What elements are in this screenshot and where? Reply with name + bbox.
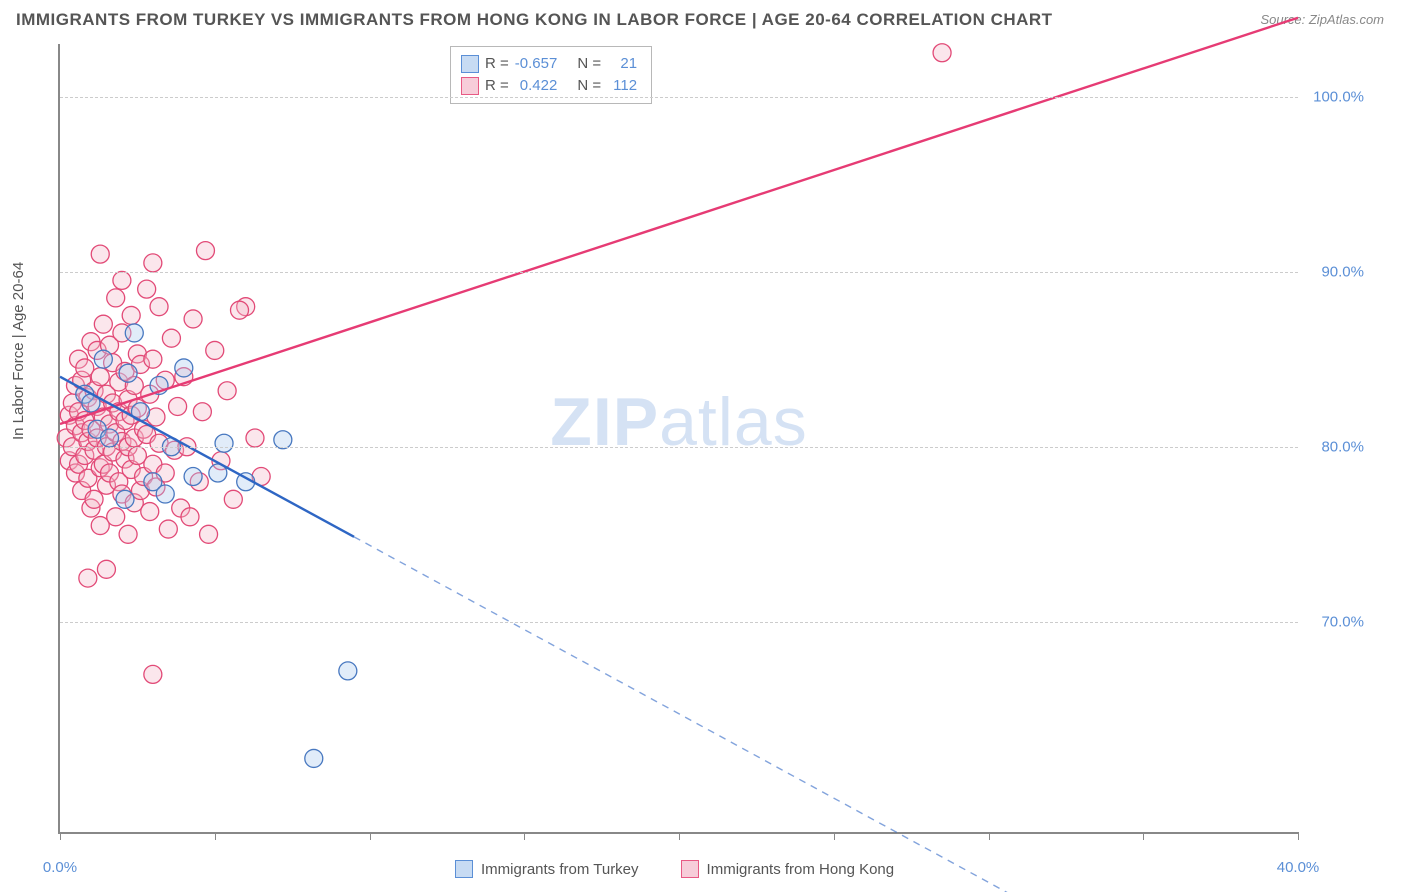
swatch-turkey-icon	[455, 860, 473, 878]
x-tick	[679, 832, 680, 840]
swatch-hongkong-icon	[681, 860, 699, 878]
swatch-turkey	[461, 55, 479, 73]
chart-svg	[60, 44, 1298, 832]
y-axis-label: In Labor Force | Age 20-64	[10, 262, 27, 440]
legend-item-turkey: Immigrants from Turkey	[455, 860, 639, 878]
swatch-hongkong	[461, 77, 479, 95]
series-legend: Immigrants from Turkey Immigrants from H…	[455, 860, 894, 878]
x-tick-label: 0.0%	[43, 859, 77, 876]
x-tick	[1143, 832, 1144, 840]
legend-row-hongkong: R = 0.422 N = 112	[461, 75, 637, 97]
x-tick	[834, 832, 835, 840]
x-tick	[370, 832, 371, 840]
y-tick-label: 100.0%	[1313, 88, 1364, 105]
x-tick	[215, 832, 216, 840]
watermark: ZIPatlas	[550, 383, 807, 461]
source-attribution: Source: ZipAtlas.com	[1260, 12, 1384, 27]
legend-item-hongkong: Immigrants from Hong Kong	[681, 860, 895, 878]
x-tick	[989, 832, 990, 840]
y-tick-label: 90.0%	[1321, 263, 1364, 280]
gridline-h	[60, 97, 1298, 98]
gridline-h	[60, 447, 1298, 448]
x-tick	[1298, 832, 1299, 840]
correlation-legend: R = -0.657 N = 21 R = 0.422 N = 112	[450, 46, 652, 104]
gridline-h	[60, 272, 1298, 273]
x-tick-label: 40.0%	[1277, 859, 1320, 876]
y-tick-label: 80.0%	[1321, 438, 1364, 455]
x-tick	[524, 832, 525, 840]
y-tick-label: 70.0%	[1321, 613, 1364, 630]
legend-row-turkey: R = -0.657 N = 21	[461, 53, 637, 75]
plot-area: ZIPatlas R = -0.657 N = 21 R = 0.422 N =…	[58, 44, 1298, 834]
chart-title: IMMIGRANTS FROM TURKEY VS IMMIGRANTS FRO…	[16, 10, 1053, 30]
x-tick	[60, 832, 61, 840]
gridline-h	[60, 622, 1298, 623]
